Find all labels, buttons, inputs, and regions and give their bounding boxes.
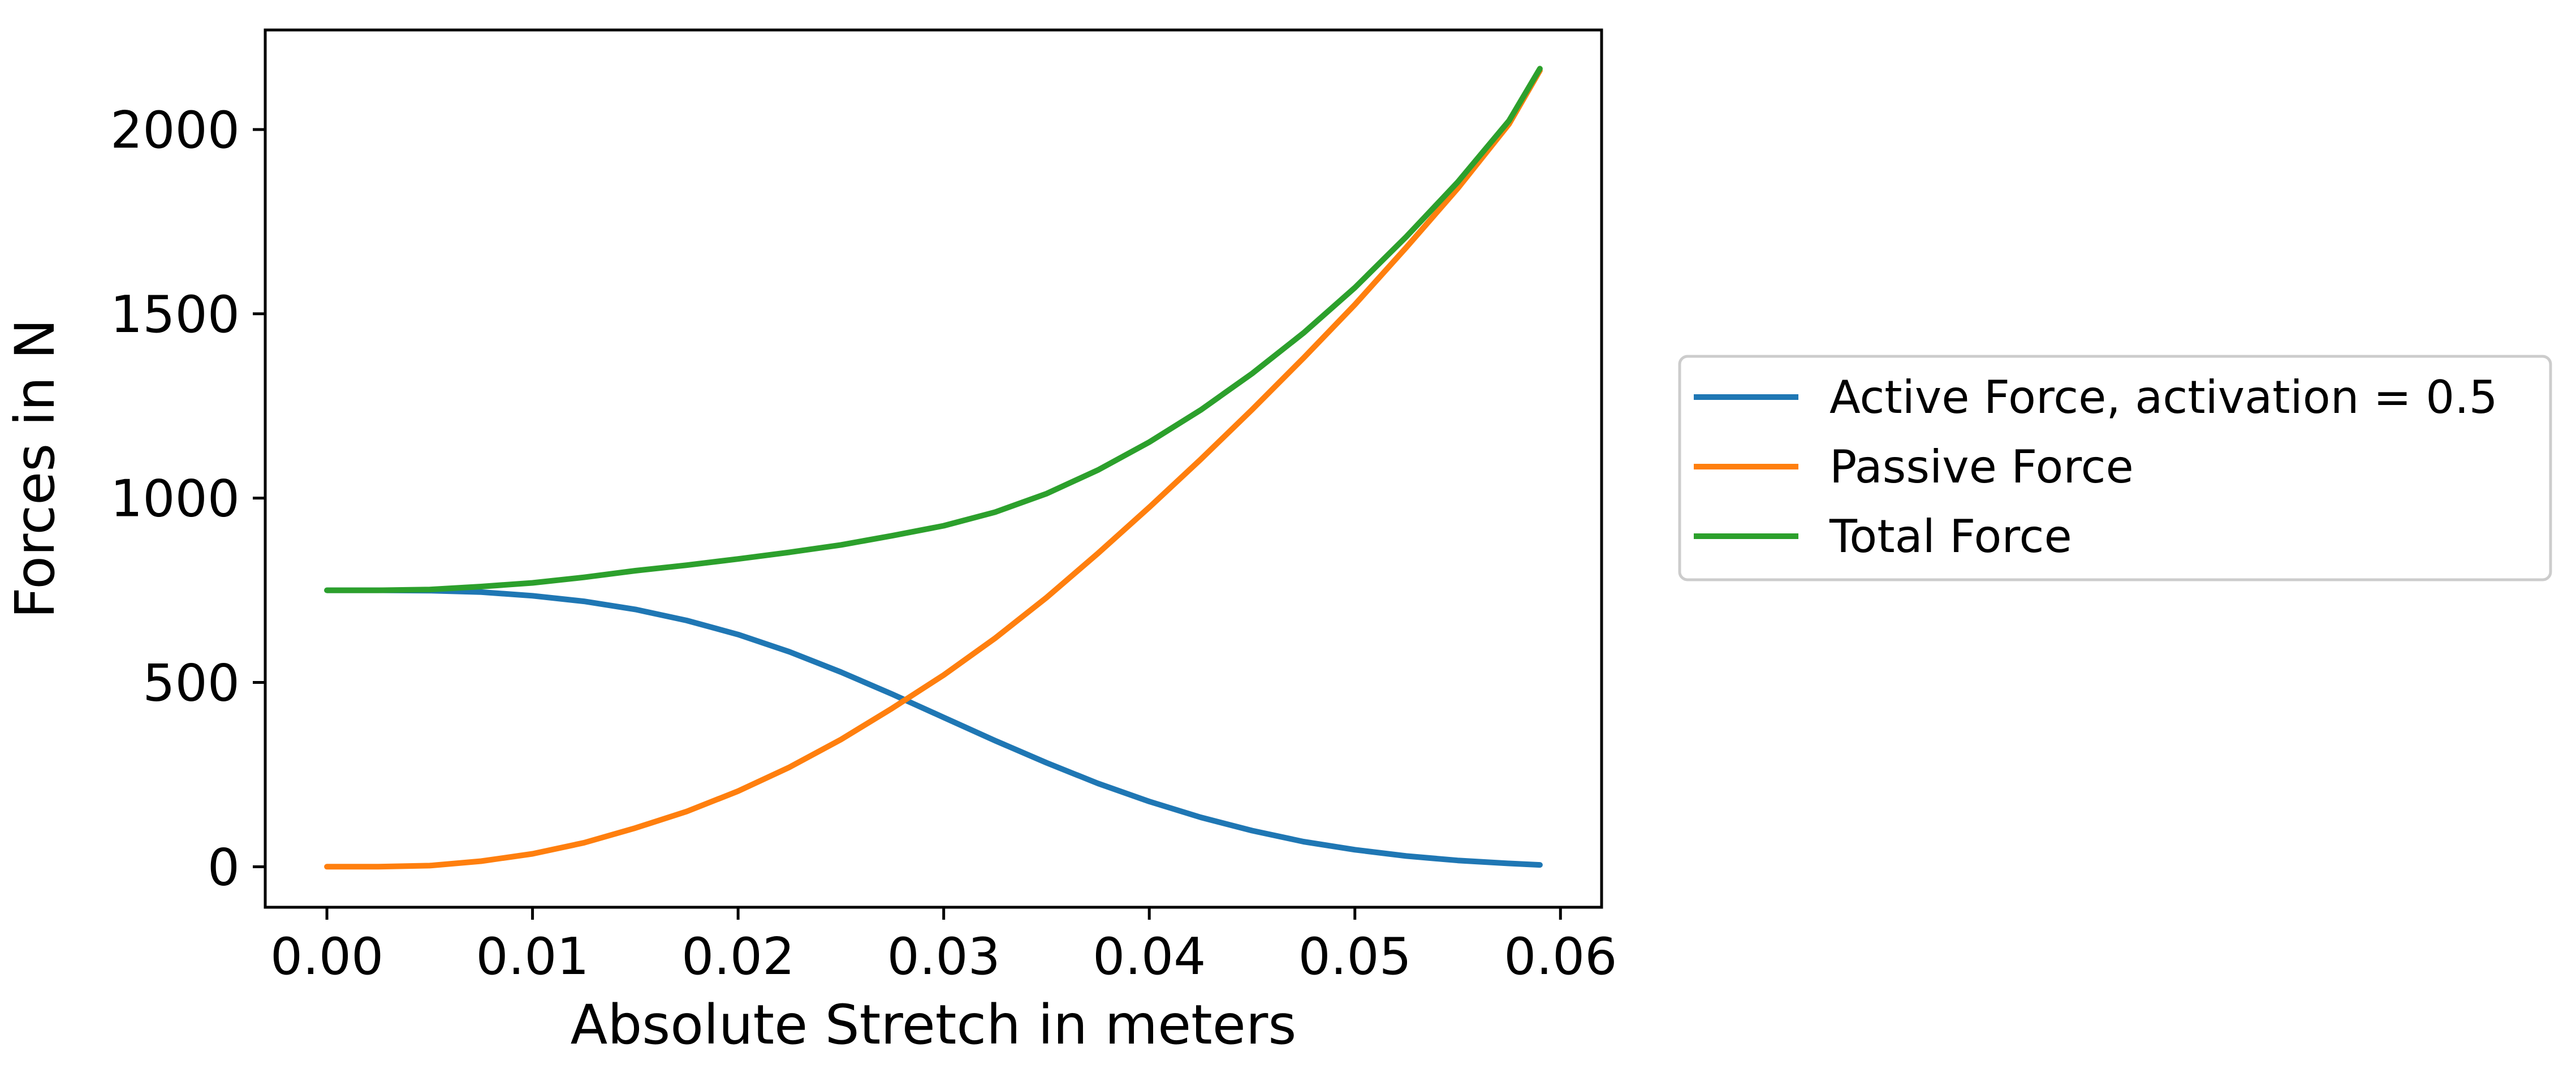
y-axis: 0 500 1000 1500 2000 <box>110 101 265 897</box>
x-tick-label: 0.05 <box>1298 927 1412 986</box>
x-tick-label: 0.03 <box>887 927 1000 986</box>
legend-label: Total Force <box>1829 510 2072 563</box>
legend-label: Active Force, activation = 0.5 <box>1829 371 2498 424</box>
x-axis: 0.00 0.01 0.02 0.03 0.04 0.05 0.06 <box>270 907 1617 986</box>
y-tick-label: 1500 <box>110 285 240 344</box>
series-line-1 <box>324 67 1543 870</box>
legend-box <box>1678 355 2552 581</box>
y-tick-label: 500 <box>143 653 240 713</box>
y-tick-label: 1000 <box>110 469 240 529</box>
plot-area <box>324 66 1543 870</box>
legend-label: Passive Force <box>1829 441 2134 493</box>
x-tick-label: 0.00 <box>270 927 383 986</box>
series-line-2 <box>324 66 1543 593</box>
x-tick-label: 0.01 <box>476 927 589 986</box>
x-axis-label: Absolute Stretch in meters <box>571 993 1297 1057</box>
plot-frame <box>264 28 1603 909</box>
x-tick-label: 0.04 <box>1093 927 1206 986</box>
x-tick-label: 0.02 <box>681 927 795 986</box>
series-line-0 <box>324 587 1543 868</box>
y-tick-label: 0 <box>208 838 240 897</box>
x-tick-label: 0.06 <box>1504 927 1617 986</box>
y-tick-label: 2000 <box>110 101 240 160</box>
y-axis-label: Forces in N <box>3 318 67 618</box>
legend: Active Force, activation = 0.5 Passive Fo… <box>1678 355 2552 581</box>
